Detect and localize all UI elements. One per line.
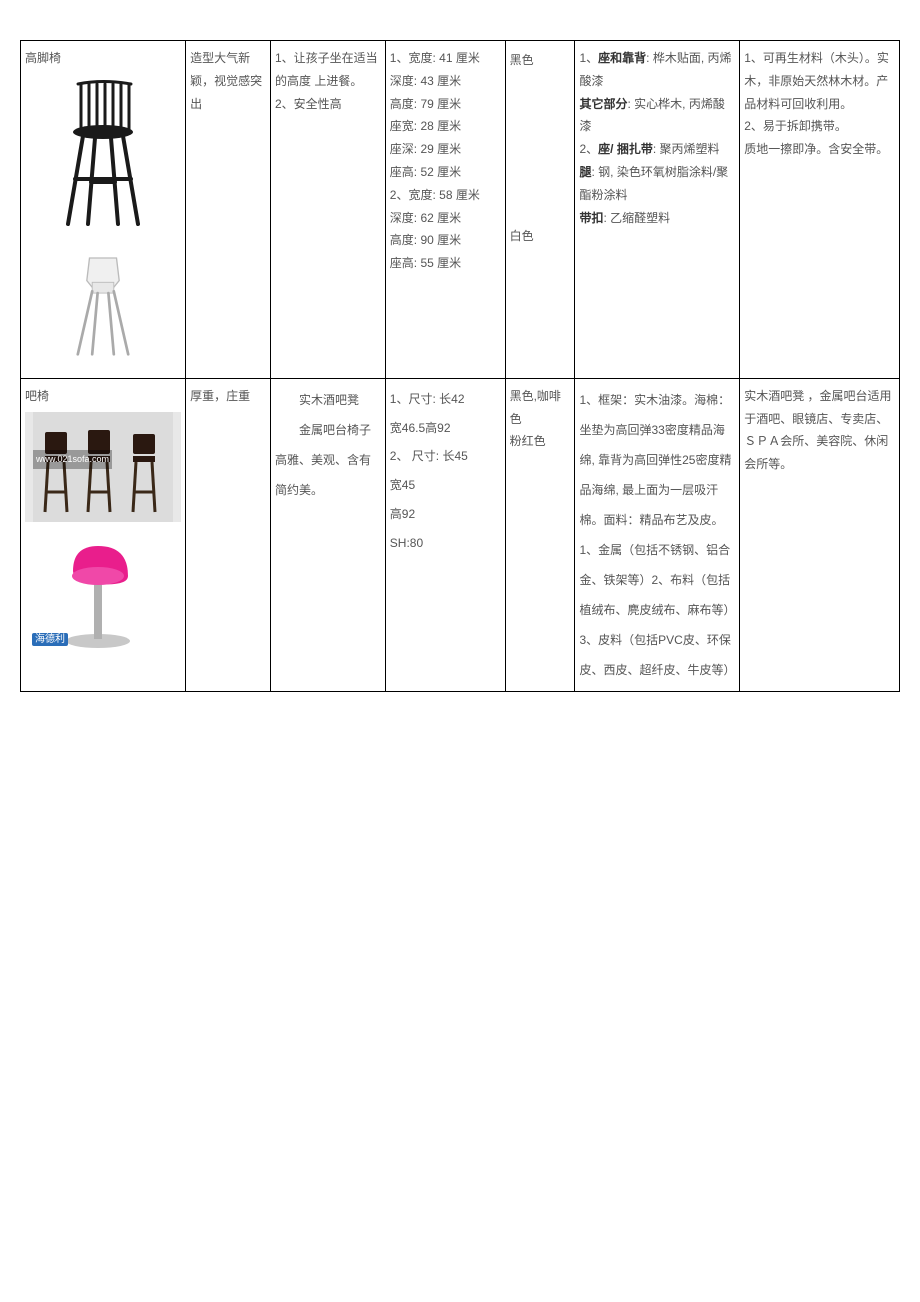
material-line: 1、座和靠背: 桦木贴面, 丙烯酸漆 — [579, 47, 735, 93]
cell-style: 厚重，庄重 — [186, 378, 271, 691]
cell-name-images: 吧椅 — [21, 378, 186, 691]
text: 1、尺寸: 长42 宽46.5高92 2、 尺寸: 长45 宽45 高92 SH… — [390, 392, 468, 550]
color-item: 黑色 — [510, 47, 571, 73]
text: 实木酒吧凳 ，金属吧台适用于酒吧、眼镜店、专卖店、ＳＰＡ会所、美容院、休闲会所等… — [744, 389, 891, 471]
text: 1、可再生材料（木头）。实木，非原始天然林木材。产品材料可回收利用。 2、易于拆… — [744, 51, 889, 156]
color-item: 粉红色 — [510, 430, 571, 453]
cell-colors: 黑色,咖啡色 粉红色 — [505, 378, 575, 691]
watermark-text: 海德利 — [29, 629, 71, 650]
material-line: 2、座/ 捆扎带: 聚丙烯塑料 — [579, 138, 735, 161]
text: 1、框架：实木油漆。海棉：坐垫为高回弹33密度精品海绵, 靠背为高回弹性25密度… — [579, 393, 735, 677]
material-line: 带扣: 乙缩醛塑料 — [579, 207, 735, 230]
product-image — [25, 74, 181, 234]
cell-materials: 1、框架：实木油漆。海棉：坐垫为高回弹33密度精品海绵, 靠背为高回弹性25密度… — [575, 378, 740, 691]
table-row: 吧椅 — [21, 378, 900, 691]
text: 1、让孩子坐在适当的高度 上进餐。 2、安全性高 — [275, 51, 378, 111]
spacer — [510, 73, 571, 223]
cell-style: 造型大气新颖，视觉感突出 — [186, 41, 271, 379]
watermark-text: www.021sofa.com — [33, 450, 112, 469]
product-title: 高脚椅 — [25, 47, 181, 70]
color-item: 黑色,咖啡色 — [510, 385, 571, 431]
product-image: www.021sofa.com — [25, 412, 181, 522]
text: 造型大气新颖，视觉感突出 — [190, 51, 262, 111]
color-item: 白色 — [510, 223, 571, 249]
cell-dimensions: 1、尺寸: 长42 宽46.5高92 2、 尺寸: 长45 宽45 高92 SH… — [385, 378, 505, 691]
cell-name-images: 高脚椅 — [21, 41, 186, 379]
text: 厚重，庄重 — [190, 389, 250, 403]
product-title: 吧椅 — [25, 385, 181, 408]
product-image — [25, 238, 181, 368]
material-line: 其它部分: 实心桦木, 丙烯酸漆 — [579, 93, 735, 139]
cell-function: 实木酒吧凳 金属吧台椅子高雅、美观、含有简约美。 — [270, 378, 385, 691]
cell-dimensions: 1、宽度: 41 厘米 深度: 43 厘米 高度: 79 厘米 座宽: 28 厘… — [385, 41, 505, 379]
product-table: 高脚椅 — [20, 40, 900, 692]
cell-notes: 1、可再生材料（木头）。实木，非原始天然林木材。产品材料可回收利用。 2、易于拆… — [740, 41, 900, 379]
text: 1、宽度: 41 厘米 深度: 43 厘米 高度: 79 厘米 座宽: 28 厘… — [390, 51, 480, 270]
product-image: 海德利 — [25, 526, 181, 656]
cell-function: 1、让孩子坐在适当的高度 上进餐。 2、安全性高 — [270, 41, 385, 379]
text: 实木酒吧凳 金属吧台椅子高雅、美观、含有简约美。 — [275, 393, 371, 497]
material-line: 腿: 钢, 染色环氧树脂涂料/聚酯粉涂料 — [579, 161, 735, 207]
table-row: 高脚椅 — [21, 41, 900, 379]
cell-notes: 实木酒吧凳 ，金属吧台适用于酒吧、眼镜店、专卖店、ＳＰＡ会所、美容院、休闲会所等… — [740, 378, 900, 691]
cell-materials: 1、座和靠背: 桦木贴面, 丙烯酸漆 其它部分: 实心桦木, 丙烯酸漆 2、座/… — [575, 41, 740, 379]
cell-colors: 黑色 白色 — [505, 41, 575, 379]
